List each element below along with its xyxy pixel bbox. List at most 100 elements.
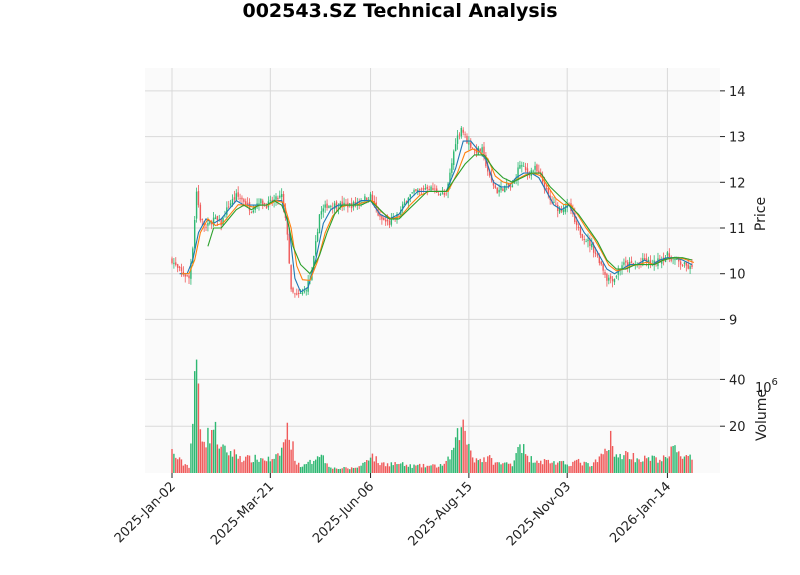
volume-bar — [260, 458, 262, 473]
volume-bar — [488, 455, 491, 473]
volume-bar — [241, 462, 243, 473]
volume-bar — [653, 455, 655, 473]
volume-bar — [422, 463, 425, 473]
volume-bar — [386, 463, 389, 473]
volume-bar — [555, 464, 557, 473]
volume-bar — [424, 467, 427, 473]
candle-body — [536, 164, 538, 172]
volume-bar — [269, 461, 272, 473]
candle-body — [237, 192, 239, 197]
volume-bar — [297, 462, 300, 473]
candle-body — [292, 287, 294, 293]
volume-bar — [430, 465, 432, 473]
volume-bar — [367, 460, 370, 473]
candle-body — [568, 202, 570, 204]
candle-body — [328, 205, 330, 208]
volume-bar — [375, 456, 377, 473]
volume-bar — [479, 458, 481, 473]
volume-bar — [315, 459, 317, 473]
candle-body — [687, 264, 689, 269]
candle-body — [685, 262, 688, 266]
volume-axis-label-text: Volume — [754, 389, 770, 441]
candle-body — [201, 219, 203, 221]
volume-bar — [496, 462, 498, 473]
candle-body — [683, 262, 686, 264]
candle-body — [381, 215, 383, 220]
volume-bar — [184, 464, 186, 473]
volume-bar — [687, 456, 689, 473]
candle-body — [188, 275, 190, 279]
volume-bar — [343, 466, 345, 473]
volume-bar — [632, 452, 635, 473]
volume-bar — [668, 456, 671, 473]
volume-bar — [280, 447, 283, 473]
volume-bar — [373, 461, 376, 473]
candle-body — [178, 266, 181, 268]
price-tick-label: 12 — [729, 176, 746, 191]
volume-bar — [575, 459, 578, 473]
candle-body — [538, 170, 540, 174]
volume-exponent-power: 6 — [772, 377, 778, 388]
volume-bar — [324, 463, 326, 473]
volume-bar — [352, 467, 355, 473]
candle-body — [547, 187, 549, 195]
candle-body — [564, 208, 567, 212]
volume-bar — [186, 464, 188, 473]
volume-bar — [589, 466, 591, 473]
volume-bar — [419, 463, 421, 473]
volume-bar — [664, 456, 667, 473]
candle-body — [545, 188, 548, 189]
candle-body — [428, 188, 430, 191]
volume-bar — [558, 461, 561, 473]
candle-body — [364, 196, 366, 202]
x-tick-label: 2025-Jun-06 — [310, 479, 377, 546]
volume-bar — [507, 463, 510, 473]
volume-bar — [415, 465, 417, 473]
volume-bar — [190, 443, 192, 473]
candle-body — [632, 262, 635, 265]
candle-body — [246, 203, 249, 204]
candle-body — [606, 273, 608, 281]
volume-bar — [473, 462, 476, 473]
volume-bar — [265, 461, 268, 473]
volume-bar — [273, 458, 275, 473]
price-panel-background — [145, 68, 720, 356]
volume-bar — [466, 444, 468, 473]
volume-bar — [615, 454, 618, 473]
candle-body — [354, 201, 357, 205]
candle-body — [587, 239, 589, 242]
volume-bar — [330, 467, 332, 473]
volume-bar — [212, 429, 215, 473]
volume-bar — [530, 456, 532, 473]
volume-bar — [562, 460, 565, 473]
volume-bar — [214, 421, 217, 473]
candle-body — [691, 264, 693, 267]
volume-bar — [485, 461, 487, 473]
volume-bar — [549, 463, 551, 473]
volume-bar — [394, 462, 396, 473]
candle-body — [458, 134, 461, 136]
volume-bar — [199, 429, 202, 473]
candle-body — [647, 259, 650, 264]
volume-bar — [390, 462, 393, 473]
volume-bar — [625, 450, 627, 473]
candle-body — [511, 185, 514, 188]
volume-exponent-base: 10 — [755, 381, 772, 396]
volume-bar — [409, 464, 411, 473]
volume-bar — [471, 457, 474, 473]
volume-bar — [256, 459, 258, 473]
volume-bar — [267, 456, 270, 473]
candle-body — [175, 262, 177, 265]
volume-bar — [564, 464, 567, 473]
candle-body — [553, 201, 555, 203]
candle-body — [184, 274, 186, 277]
volume-bar — [661, 461, 663, 473]
candle-body — [212, 217, 215, 226]
candle-body — [479, 148, 481, 152]
candle-body — [316, 232, 319, 242]
candle-body — [523, 165, 525, 167]
volume-bar — [608, 450, 610, 473]
candle-body — [666, 252, 669, 256]
candle-body — [462, 129, 464, 133]
volume-bar — [666, 458, 669, 473]
